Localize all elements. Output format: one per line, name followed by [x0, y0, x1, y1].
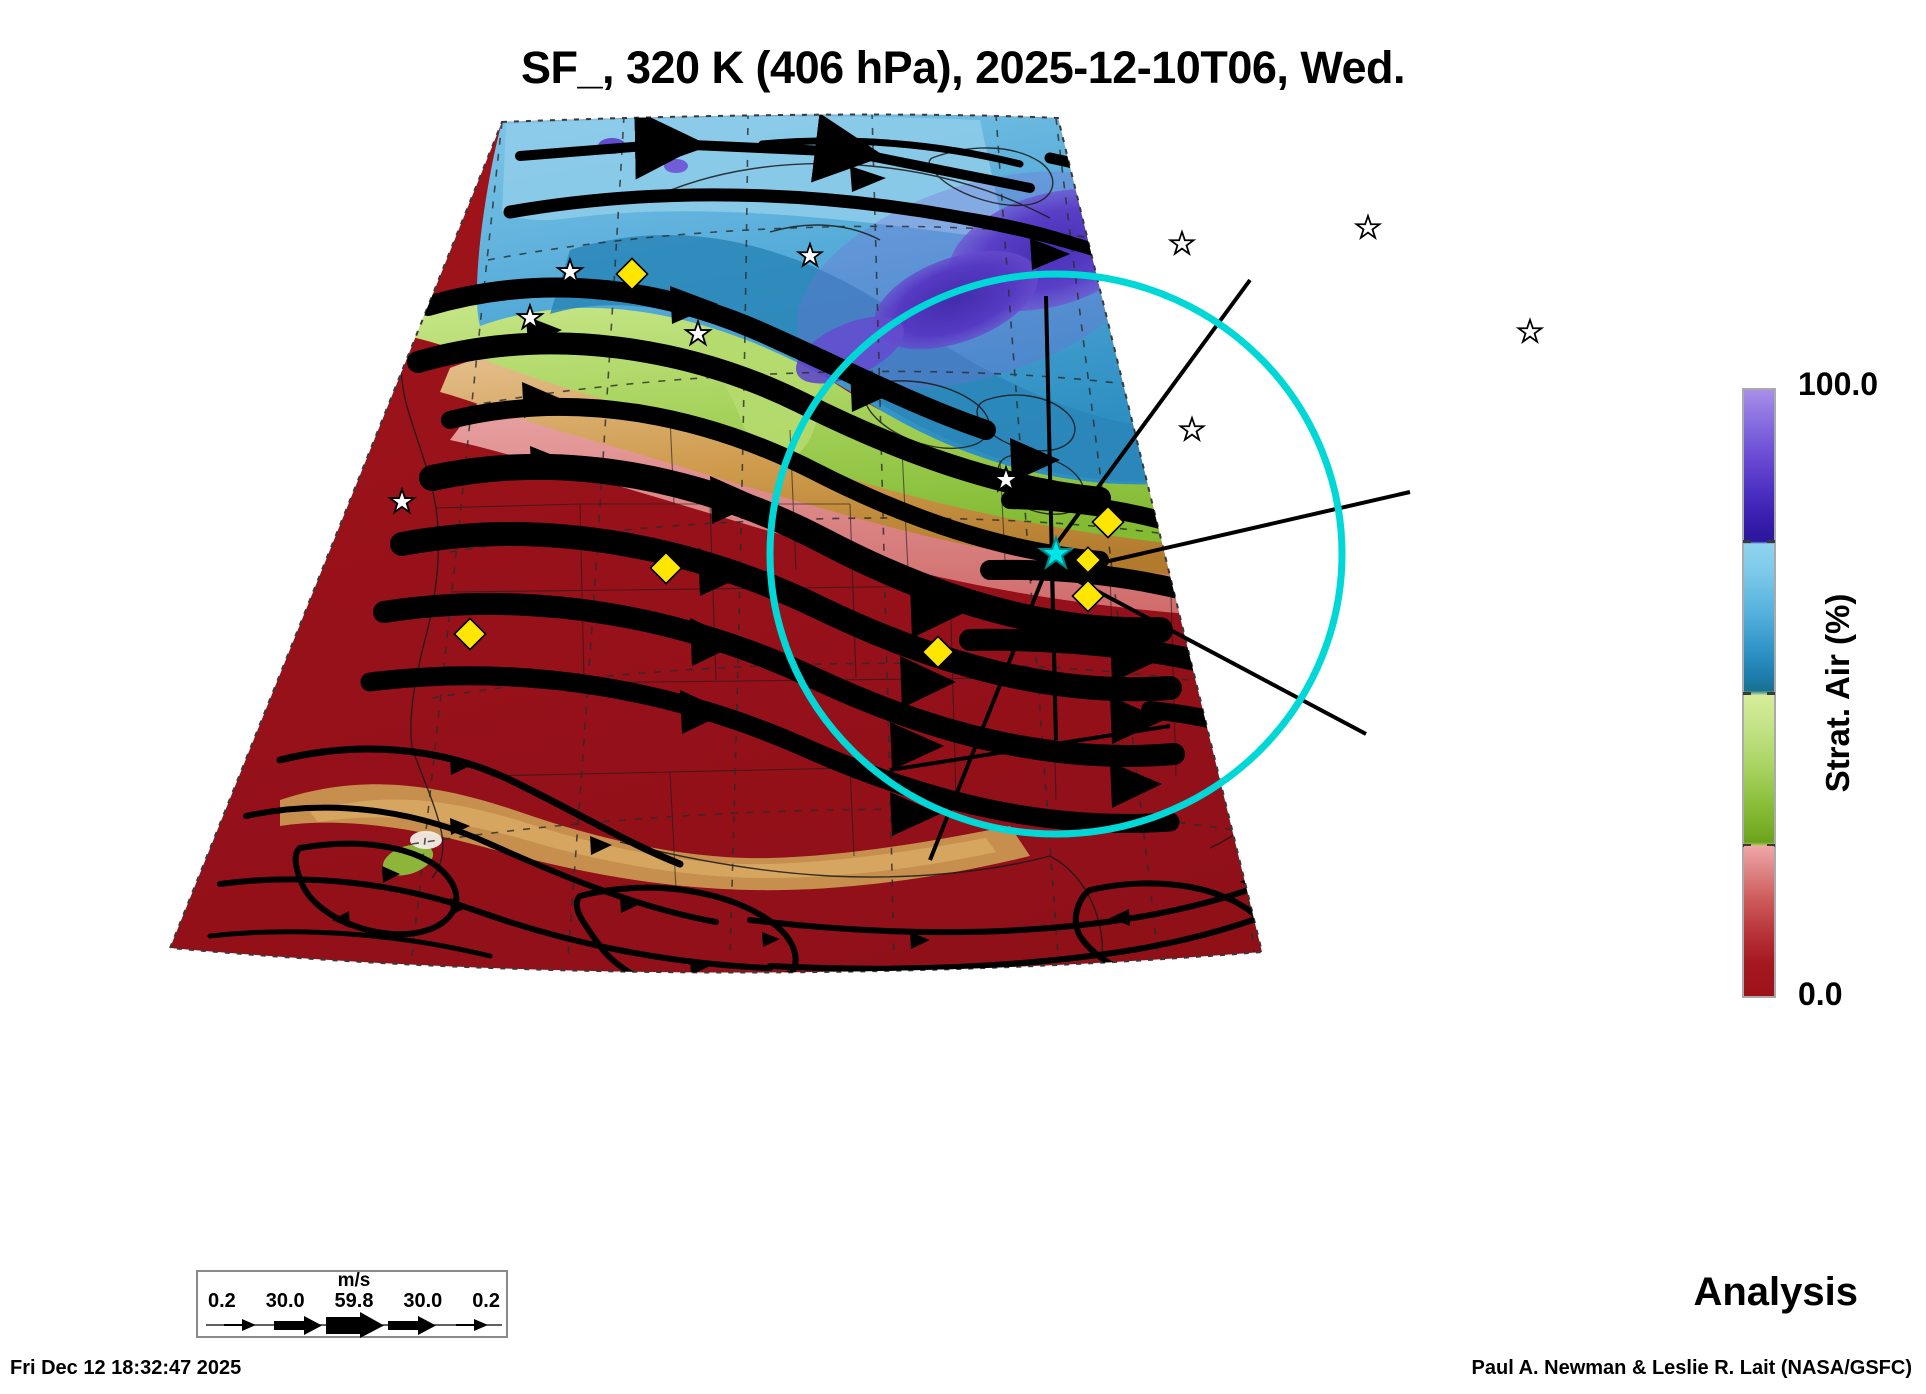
- contour-green-patch-south: [382, 844, 434, 876]
- transect-line-vert: [1044, 295, 1058, 741]
- colorbar-axis-title: Strat. Air (%): [1819, 593, 1856, 793]
- streamline: [207, 929, 493, 959]
- wind-value-3: 30.0: [403, 1290, 443, 1312]
- white-star-marker[interactable]: [1167, 229, 1197, 257]
- map-canvas[interactable]: [150, 100, 1570, 1280]
- wind-value-1: 30.0: [265, 1290, 305, 1312]
- white-star-marker[interactable]: [1353, 213, 1383, 241]
- colorbar: 100.0 0.0 Strat. Air (%): [1742, 366, 1878, 1012]
- page-title: SF_, 320 K (406 hPa), 2025-12-10T06, Wed…: [520, 42, 1406, 93]
- contour-white-patch-south: [410, 831, 442, 849]
- transect-line-ne: [1028, 278, 1252, 582]
- streamline: [418, 277, 996, 440]
- streamline: [276, 745, 684, 868]
- yellow-diamond-marker[interactable]: [615, 257, 649, 291]
- white-star-marker[interactable]: [991, 464, 1021, 493]
- author-credit: Paul A. Newman & Leslie R. Lait (NASA/GS…: [1471, 1357, 1912, 1379]
- white-star-marker[interactable]: [387, 486, 417, 515]
- wind-legend-units: m/s: [337, 1270, 371, 1291]
- map-panel[interactable]: [150, 100, 1570, 1280]
- white-star-marker[interactable]: [515, 302, 545, 331]
- white-star-marker[interactable]: [1515, 317, 1545, 345]
- streamline: [441, 397, 1109, 569]
- wind-arrow-thin-right: [456, 1319, 488, 1331]
- streamline: [243, 804, 719, 925]
- yellow-diamond-marker[interactable]: [453, 617, 487, 651]
- contour-violet-core-2: [873, 250, 1039, 350]
- wind-value-0: 0.2: [208, 1290, 236, 1312]
- range-circle: [766, 270, 1346, 838]
- yellow-diamond-marker[interactable]: [1071, 579, 1105, 613]
- contour-violet-speck-2: [664, 159, 688, 173]
- analysis-label: Analysis: [1693, 1270, 1858, 1314]
- streamline: [758, 137, 1024, 168]
- white-star-marker[interactable]: [555, 256, 585, 285]
- yellow-diamond-marker[interactable]: [1074, 546, 1102, 574]
- transect-lines: [889, 278, 1411, 861]
- wind-arrow-thick-center: [326, 1312, 384, 1338]
- streamline: [292, 840, 460, 938]
- streamline: [373, 592, 1185, 767]
- colorbar-band-red: [1744, 846, 1774, 996]
- wind-value-2: 59.8: [334, 1290, 374, 1312]
- yellow-diamond-marker[interactable]: [1091, 505, 1125, 539]
- wind-legend-values: 0.2 30.0 59.8 30.0 0.2: [198, 1290, 510, 1313]
- streamline: [573, 884, 799, 973]
- colorbar-min-label: 0.0: [1798, 976, 1843, 1012]
- station-markers[interactable]: [387, 213, 1545, 515]
- transect-line-e: [1069, 490, 1411, 572]
- streamline: [217, 876, 773, 971]
- streamline: [515, 114, 1035, 193]
- center-target-star[interactable]: [1037, 534, 1075, 571]
- map-boundary: [168, 113, 1264, 974]
- streamline: [390, 522, 1182, 702]
- wind-arrow-medium-left: [274, 1316, 322, 1335]
- yellow-diamond-marker[interactable]: [921, 635, 955, 669]
- streamline: [1072, 880, 1262, 973]
- wind-legend-arrow-scale: [206, 1312, 502, 1338]
- transect-line-s: [928, 559, 1052, 861]
- white-star-marker[interactable]: [683, 318, 713, 347]
- colorbar-max-label: 100.0: [1798, 366, 1879, 402]
- wind-scale-legend: m/s 0.2 30.0 59.8 30.0 0.2: [196, 1270, 508, 1338]
- contour-band-tan-south2: [310, 799, 996, 878]
- wind-arrow-thin-left: [224, 1319, 256, 1331]
- streamline: [767, 883, 1262, 972]
- white-star-marker[interactable]: [1177, 415, 1207, 443]
- streamline: [360, 666, 1180, 833]
- site-markers[interactable]: [453, 257, 1125, 669]
- contour-green-patch-east: [1348, 857, 1395, 886]
- wind-value-4: 0.2: [472, 1290, 500, 1312]
- transect-line-sse: [889, 724, 1171, 772]
- wind-arrow-medium-right: [388, 1316, 436, 1335]
- generation-timestamp: Fri Dec 12 18:32:47 2025: [10, 1357, 242, 1379]
- white-star-marker[interactable]: [795, 241, 825, 269]
- yellow-diamond-marker[interactable]: [649, 551, 683, 585]
